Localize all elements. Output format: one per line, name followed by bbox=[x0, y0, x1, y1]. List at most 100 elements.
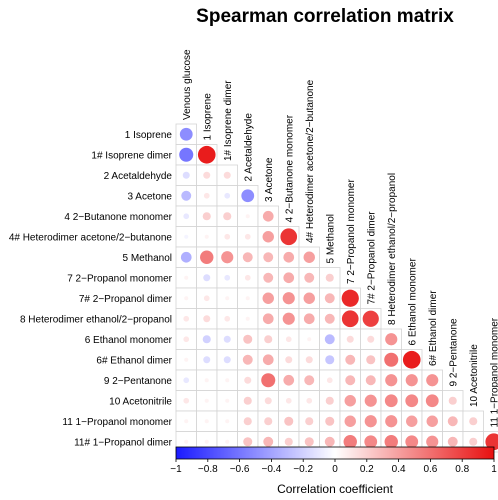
correlation-circle bbox=[264, 397, 272, 405]
colorbar-tick-label: 0.6 bbox=[423, 464, 437, 475]
column-label: 3 Acetone bbox=[264, 157, 275, 202]
column-label: 9 2−Pentanone bbox=[448, 318, 459, 387]
row-label: 10 Acetonitrile bbox=[109, 396, 172, 407]
colorbar-tick-label: −0.4 bbox=[262, 464, 282, 475]
correlation-circle bbox=[184, 275, 189, 280]
correlation-circle bbox=[262, 313, 274, 325]
correlation-circle bbox=[179, 147, 194, 162]
correlation-circle bbox=[244, 376, 252, 384]
correlation-circle bbox=[426, 415, 438, 427]
row-label: 11# 1−Propanol dimer bbox=[74, 437, 173, 448]
correlation-circle bbox=[324, 293, 335, 304]
row-label: 7# 2−Propanol dimer bbox=[79, 294, 173, 305]
correlation-circle bbox=[304, 375, 315, 386]
correlation-circle bbox=[263, 272, 274, 283]
correlation-circle bbox=[262, 231, 274, 243]
colorbar-tick-label: −1 bbox=[170, 464, 182, 475]
column-label: 4 2−Butanone monomer bbox=[284, 114, 295, 222]
correlation-circle bbox=[385, 374, 398, 387]
correlation-circle bbox=[425, 394, 439, 408]
correlation-circle bbox=[469, 417, 478, 426]
correlation-circle bbox=[306, 397, 313, 404]
correlation-circle bbox=[364, 415, 377, 428]
column-label: 7 2−Propanol monomer bbox=[346, 179, 357, 284]
row-label: 1# Isoprene dimer bbox=[91, 150, 172, 161]
colorbar-tick-label: −0.6 bbox=[230, 464, 250, 475]
correlation-circle bbox=[183, 213, 190, 220]
correlation-circle bbox=[223, 356, 231, 364]
correlation-circle bbox=[304, 272, 315, 283]
correlation-circle bbox=[202, 212, 211, 221]
correlation-circle bbox=[224, 192, 231, 199]
correlation-circle bbox=[242, 252, 253, 263]
correlation-circle bbox=[283, 374, 295, 386]
row-labels: 1 Isoprene 1# Isoprene dimer 2 Acetaldehyd… bbox=[9, 130, 173, 449]
correlation-circle bbox=[224, 233, 231, 240]
correlation-circle bbox=[346, 335, 354, 343]
correlation-circle bbox=[224, 274, 231, 281]
row-label: 5 Methanol bbox=[123, 253, 172, 264]
correlation-circle bbox=[180, 251, 192, 263]
correlation-circle bbox=[282, 312, 295, 325]
correlation-circle bbox=[366, 355, 376, 365]
correlation-circle bbox=[263, 436, 274, 447]
correlation-circle bbox=[364, 435, 378, 449]
row-label: 2 Acetaldehyde bbox=[104, 171, 173, 182]
correlation-circle bbox=[179, 127, 193, 141]
column-label: 8 Heterodimer ethanol/2−propanol bbox=[387, 173, 398, 325]
correlation-circle bbox=[184, 439, 189, 444]
correlation-circle bbox=[225, 378, 230, 383]
colorbar-ticks: −1 −0.8 −0.6 −0.4 −0.2 0 0.2 0.4 0.6 0.8 1 bbox=[170, 459, 497, 475]
correlation-circle bbox=[485, 433, 498, 451]
correlation-circle bbox=[242, 354, 253, 365]
correlation-circle bbox=[262, 354, 274, 366]
correlation-circle bbox=[325, 273, 334, 282]
matrix-cells bbox=[179, 127, 498, 451]
correlation-circle bbox=[223, 335, 231, 343]
correlation-circle bbox=[203, 315, 211, 323]
correlation-circle bbox=[204, 398, 209, 403]
correlation-circle bbox=[203, 295, 210, 302]
correlation-circle bbox=[405, 374, 418, 387]
column-label: 10 Acetonitrile bbox=[469, 344, 480, 407]
row-label: 9 2−Pentanone bbox=[104, 376, 173, 387]
column-label: 1# Isoprene dimer bbox=[223, 80, 234, 161]
correlation-circle bbox=[184, 419, 189, 424]
correlation-circle bbox=[447, 436, 458, 447]
correlation-circle bbox=[243, 334, 253, 344]
column-label: 2 Acetaldehyde bbox=[243, 113, 254, 182]
correlation-circle bbox=[325, 416, 335, 426]
correlation-circle bbox=[325, 396, 334, 405]
correlation-circle bbox=[304, 437, 314, 447]
correlation-circle bbox=[283, 272, 295, 284]
correlation-circle bbox=[184, 357, 189, 362]
correlation-circle bbox=[183, 315, 190, 322]
row-label: 6 Ethanol monomer bbox=[85, 335, 173, 346]
correlation-circle bbox=[305, 356, 313, 364]
correlation-circle bbox=[225, 296, 230, 301]
correlation-circle bbox=[406, 415, 418, 427]
correlation-circle bbox=[244, 233, 251, 240]
chart-title: Spearman correlation matrix bbox=[196, 6, 454, 27]
correlation-circle bbox=[367, 335, 375, 343]
correlation-circle bbox=[448, 396, 457, 405]
column-label: Venous glucose bbox=[182, 49, 193, 120]
correlation-circle bbox=[343, 435, 357, 449]
correlation-circle bbox=[203, 356, 211, 364]
colorbar-tick-label: −0.2 bbox=[293, 464, 313, 475]
correlation-circle bbox=[284, 437, 293, 446]
correlation-circle bbox=[345, 354, 356, 365]
column-label: 7# 2−Propanol dimer bbox=[366, 211, 377, 305]
colorbar: −1 −0.8 −0.6 −0.4 −0.2 0 0.2 0.4 0.6 0.8 1 Correla… bbox=[170, 446, 497, 496]
correlation-circle bbox=[384, 352, 399, 367]
correlation-circle bbox=[280, 228, 298, 246]
correlation-circle bbox=[285, 356, 293, 364]
colorbar-tick-label: 0.4 bbox=[392, 464, 406, 475]
correlation-circle bbox=[344, 395, 356, 407]
correlation-circle bbox=[426, 435, 439, 448]
correlation-circle bbox=[200, 250, 214, 264]
correlation-circle bbox=[385, 415, 398, 428]
correlation-circle bbox=[362, 310, 379, 327]
correlation-circle bbox=[184, 296, 189, 301]
